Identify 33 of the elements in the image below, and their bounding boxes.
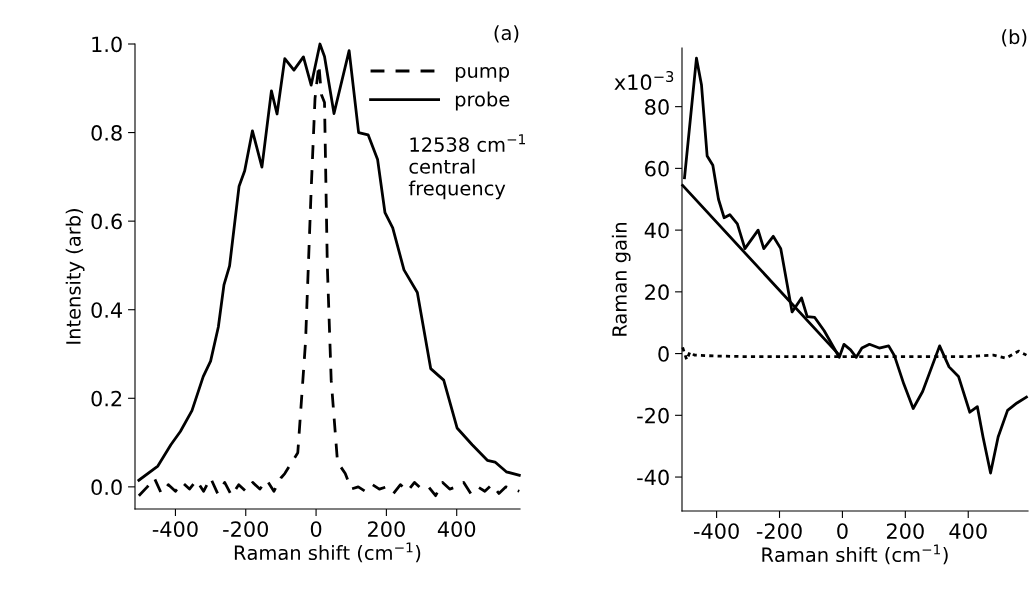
y-tick-label: 0.4 (91, 302, 123, 318)
x-tick-label: -400 (152, 521, 198, 537)
y-tick-label: 60 (645, 160, 669, 177)
y-tick-label: -40 (637, 469, 669, 486)
text: 12538 cm$^{−1}$ central frequency (408, 134, 526, 200)
y-tick-label: 20 (645, 284, 669, 301)
x-tick-label: 400 (949, 523, 987, 539)
text: x10$^{−3}$ (614, 71, 674, 91)
y-tick-label: 1.0 (92, 36, 122, 53)
legend-label: pump (455, 66, 510, 82)
y-tick-label: 80 (645, 99, 669, 115)
x-axis-title: Raman shift (cm$^{−1}$) (762, 544, 948, 565)
x-tick-label: 0 (310, 521, 322, 537)
y-tick-label: 0.8 (91, 125, 122, 141)
chart-title: (a) (494, 25, 519, 43)
x-tick-label: 400 (437, 521, 476, 537)
legend-label: probe (455, 91, 510, 111)
y-axis-title: Intensity (arb) (65, 209, 85, 344)
y-tick-label: -20 (637, 407, 669, 424)
y-tick-label: 40 (644, 222, 669, 239)
y-tick-label: 0.6 (91, 213, 122, 230)
y-tick-label: 0.2 (91, 390, 122, 407)
y-tick-label: 0.0 (91, 479, 122, 496)
chart-title: (b) (1002, 29, 1027, 47)
x-tick-label: 0 (837, 523, 848, 539)
x-tick-label: -200 (756, 523, 802, 539)
y-axis-title: Raman gain (611, 222, 631, 336)
x-tick-label: -200 (223, 521, 269, 537)
x-axis-title: Raman shift (cm$^{−1}$) (234, 542, 421, 563)
x-tick-label: 200 (886, 523, 924, 539)
y-tick-label: 0 (658, 346, 669, 362)
x-tick-label: 200 (368, 521, 405, 537)
x-tick-label: -400 (693, 523, 739, 539)
